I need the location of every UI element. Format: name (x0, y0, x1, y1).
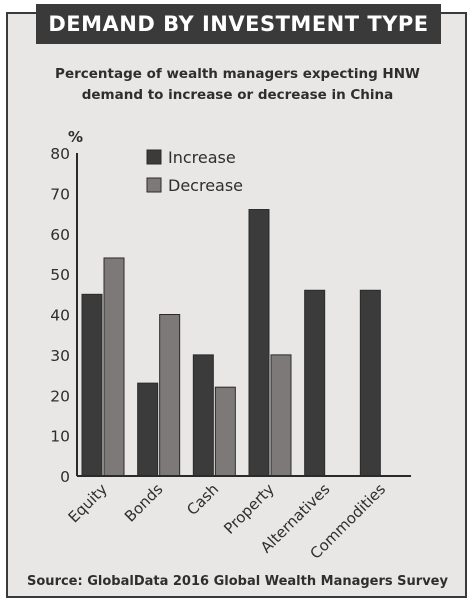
bar-increase-alternatives (304, 289, 326, 477)
bar-decrease-bonds (159, 314, 181, 477)
y-tick-label: 60 (50, 226, 70, 244)
bar-increase-cash (192, 354, 214, 477)
chart-title-bar: DEMAND BY INVESTMENT TYPE (36, 4, 441, 44)
y-tick-label: 0 (60, 468, 70, 486)
chart-title: DEMAND BY INVESTMENT TYPE (48, 12, 429, 36)
y-tick-label: 30 (50, 347, 70, 365)
x-tick-label: Property (220, 480, 278, 538)
bar-increase-property (248, 209, 270, 477)
bar-increase-equity (81, 293, 103, 477)
bar-increase-commodities (359, 289, 381, 477)
legend-label-decrease: Decrease (168, 176, 243, 195)
bar-decrease-equity (103, 257, 125, 477)
chart-subtitle-line-1: Percentage of wealth managers expecting … (55, 66, 420, 82)
y-axis-label: % (68, 128, 83, 146)
y-tick-label: 50 (50, 266, 70, 284)
chart-subtitle-line-2: demand to increase or decrease in China (81, 87, 394, 103)
y-tick-label: 80 (50, 145, 70, 163)
legend-label-increase: Increase (168, 148, 236, 167)
x-tick-label: Equity (65, 480, 111, 526)
x-tick-label: Bonds (121, 480, 167, 526)
source-note: Source: GlobalData 2016 Global Wealth Ma… (27, 574, 448, 589)
legend-swatch-decrease (146, 177, 162, 193)
bar-decrease-property (270, 354, 292, 477)
legend-swatch-increase (146, 149, 162, 165)
bar-decrease-cash (214, 386, 236, 477)
x-tick-label: Cash (183, 480, 222, 519)
y-tick-label: 10 (50, 428, 70, 446)
y-tick-label: 20 (50, 387, 70, 405)
y-tick-label: 40 (50, 307, 70, 325)
chart-subtitle: Percentage of wealth managers expecting … (30, 64, 445, 106)
bar-increase-bonds (137, 382, 159, 477)
y-tick-label: 70 (50, 185, 70, 203)
